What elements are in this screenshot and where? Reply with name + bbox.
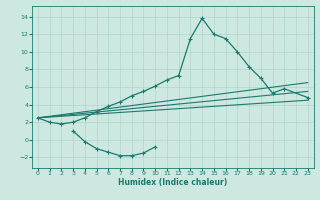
X-axis label: Humidex (Indice chaleur): Humidex (Indice chaleur) xyxy=(118,178,228,187)
